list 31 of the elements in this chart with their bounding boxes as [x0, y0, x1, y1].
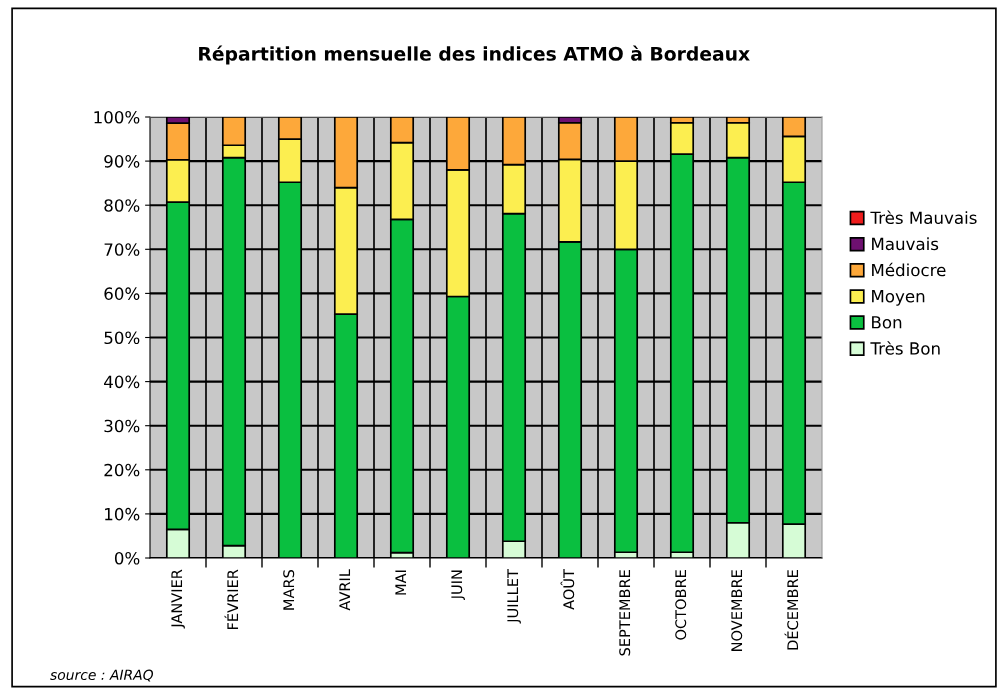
x-tick-label: MAI	[395, 570, 407, 595]
y-tick-label: 30%	[104, 419, 140, 433]
x-tick-label: SEPTEMBRE	[619, 570, 631, 656]
chart-title: Répartition mensuelle des indices ATMO à Bordeaux	[199, 45, 750, 65]
x-tick-label: JUIN	[451, 570, 465, 601]
x-tick-label: AVRIL	[339, 569, 351, 611]
y-tick-label: 90%	[104, 155, 140, 168]
x-tick-label: JANVIER	[171, 569, 185, 629]
legend-label: Mauvais	[872, 237, 939, 251]
x-tick-label: MARS	[283, 569, 295, 610]
x-tick-label: AOÛT	[560, 569, 575, 610]
legend-label: Très Bon	[870, 341, 940, 355]
y-tick-label: 50%	[104, 331, 140, 345]
legend-label: Bon	[872, 316, 902, 329]
x-tick-label: FÉVRIER	[224, 569, 239, 630]
y-tick-label: 80%	[104, 199, 140, 212]
legend-label: Médiocre	[872, 262, 946, 277]
x-tick-label: DÉCEMBRE	[784, 570, 799, 650]
x-tick-label: NOVEMBRE	[731, 570, 743, 651]
y-tick-label: 100%	[94, 110, 140, 124]
legend-label: Moyen	[872, 290, 925, 306]
x-tick-label: OCTOBRE	[675, 570, 687, 640]
source-note: source : AIRAQ	[50, 669, 154, 682]
legend-label: Très Mauvais	[870, 210, 977, 225]
y-tick-label: 60%	[104, 287, 140, 300]
y-tick-label: 70%	[104, 243, 140, 256]
y-tick-label: 20%	[104, 463, 140, 477]
y-tick-label: 40%	[104, 375, 140, 389]
y-tick-label: 0%	[114, 551, 140, 565]
y-tick-label: 10%	[105, 507, 140, 521]
x-tick-label: JUILLET	[507, 569, 521, 624]
